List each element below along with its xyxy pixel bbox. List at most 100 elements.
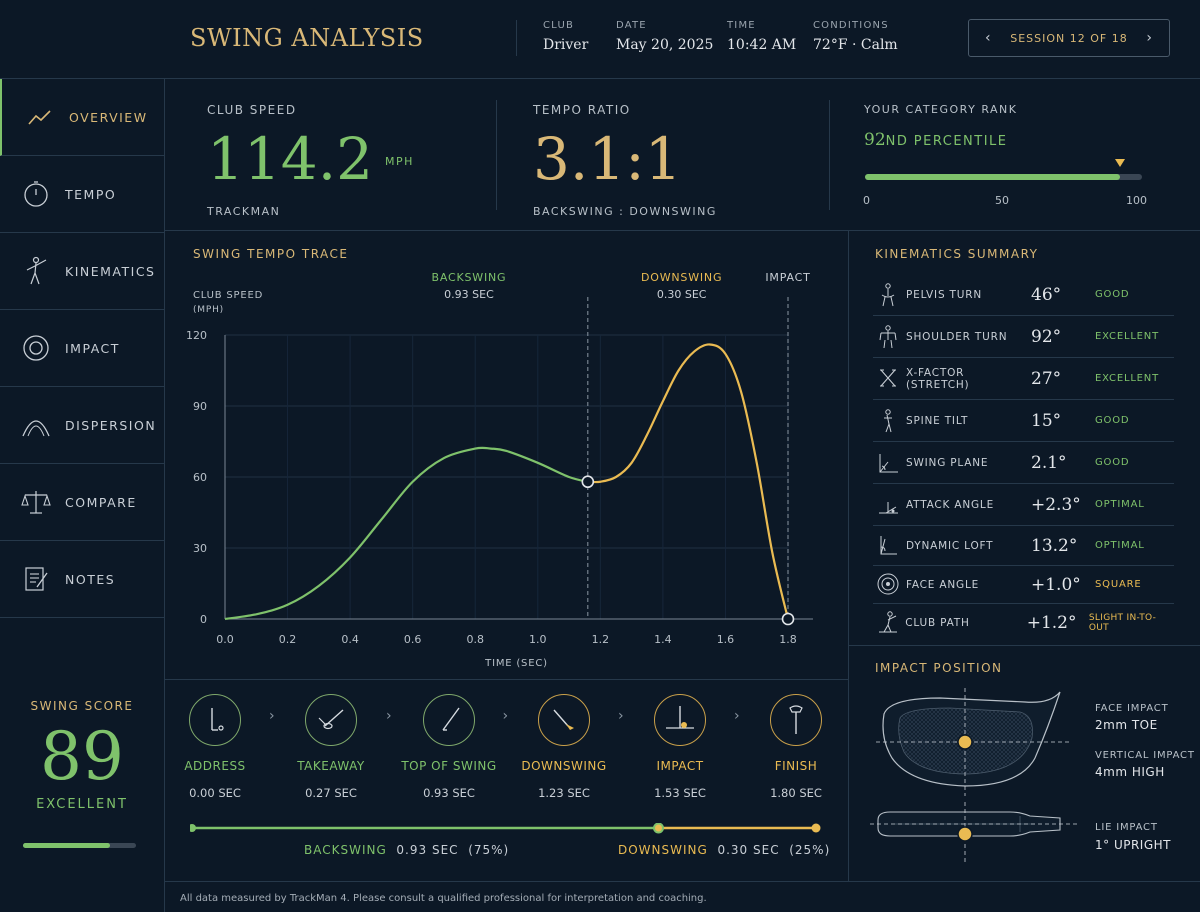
- phase-name: TAKEAWAY: [297, 759, 365, 773]
- lie-impact-label: LIE IMPACT: [1095, 822, 1158, 833]
- kinematics-grade: SLIGHT IN-TO-OUT: [1088, 613, 1157, 633]
- metric-divider-2: [829, 100, 830, 210]
- swing-score-bar: [23, 843, 136, 848]
- phase-finish[interactable]: FINISH 1.80 SEC: [746, 694, 846, 800]
- sidebar-item-label: IMPACT: [65, 340, 120, 356]
- x-tick-label: 0.8: [466, 633, 484, 646]
- series-line-backswing: [224, 446, 589, 621]
- metric-divider-1: [496, 100, 497, 210]
- club-speed-unit: MPH: [385, 155, 414, 168]
- sidebar-item-overview[interactable]: OVERVIEW: [0, 79, 164, 156]
- club-label: CLUB: [543, 20, 575, 31]
- kinematics-value: +2.3°: [1031, 494, 1081, 515]
- kinematics-grade: OPTIMAL: [1095, 540, 1145, 551]
- rank-ordinal: ND: [885, 134, 909, 149]
- club-downswing-icon: [538, 694, 590, 746]
- club-speed-source: TRACKMAN: [207, 205, 281, 218]
- vertical-impact-label: VERTICAL IMPACT: [1095, 750, 1195, 761]
- sidebar-item-label: KINEMATICS: [65, 263, 156, 279]
- rank-value: 92ND PERCENTILE: [864, 130, 1018, 150]
- swing-score-value: 89: [40, 718, 124, 795]
- sidebar-item-notes[interactable]: NOTES: [0, 541, 164, 618]
- chevron-left-icon[interactable]: ‹: [985, 30, 992, 46]
- sidebar-item-impact[interactable]: IMPACT: [0, 310, 164, 387]
- rank-bar-fill: [865, 174, 1120, 180]
- kinematics-label: PELVIS TURN: [906, 288, 982, 301]
- time-label: TIME: [727, 20, 756, 31]
- chart-marker: [581, 475, 595, 489]
- conditions-value: 72°F · Calm: [813, 37, 898, 53]
- kinematics-grade: GOOD: [1095, 289, 1130, 300]
- y-axis-unit: (MPH): [193, 305, 224, 315]
- phase-name: DOWNSWING: [521, 759, 607, 773]
- y-tick-label: 60: [193, 471, 207, 484]
- kinematics-row: SPINE TILT 15° GOOD: [873, 400, 1174, 442]
- impact-divider: [848, 645, 1200, 646]
- kinematics-value: +1.0°: [1031, 574, 1081, 595]
- phase-address[interactable]: ADDRESS 0.00 SEC: [165, 694, 265, 800]
- sidebar-item-kinematics[interactable]: KINEMATICS: [0, 233, 164, 310]
- swing-plane-icon: [875, 450, 901, 476]
- phase-time: 0.93 SEC: [423, 786, 475, 800]
- phase-impact[interactable]: IMPACT 1.53 SEC: [630, 694, 730, 800]
- rank-bar: [865, 174, 1142, 180]
- x-tick-label: 0.0: [216, 633, 234, 646]
- x-tick-label: 1.8: [779, 633, 797, 646]
- phase-name: ADDRESS: [184, 759, 246, 773]
- annotation-label: DOWNSWING: [641, 271, 722, 284]
- rank-number: 92: [864, 130, 886, 150]
- sidebar-item-compare[interactable]: COMPARE: [0, 464, 164, 541]
- swing-score-label: SWING SCORE: [30, 699, 134, 713]
- lie-impact-value: 1° UPRIGHT: [1095, 838, 1171, 852]
- kinematics-grade: GOOD: [1095, 415, 1130, 426]
- kinematics-label: SHOULDER TURN: [906, 330, 1008, 343]
- swing-score-bar-fill: [23, 843, 110, 848]
- annotation-label: BACKSWING: [432, 271, 507, 284]
- kinematics-row: SHOULDER TURN 92° EXCELLENT: [873, 316, 1174, 358]
- chevron-right-icon[interactable]: ›: [1146, 30, 1153, 46]
- chart-divider: [165, 679, 848, 680]
- split-bar: [190, 823, 821, 834]
- phase-top-of-swing[interactable]: TOP OF SWING 0.93 SEC: [399, 694, 499, 800]
- x-tick-label: 0.2: [279, 633, 297, 646]
- kinematics-grade: EXCELLENT: [1095, 373, 1159, 384]
- swing-score: SWING SCORE 89 EXCELLENT: [0, 699, 164, 812]
- spine-icon: [875, 408, 901, 434]
- chevron-right-icon: ›: [618, 708, 624, 724]
- club-speed-metric: CLUB SPEED 114.2 MPH TRACKMAN: [207, 103, 414, 218]
- split-mid-dot: [653, 823, 664, 834]
- kinematics-value: 46°: [1031, 284, 1062, 305]
- backswing-split-name: BACKSWING: [304, 843, 387, 857]
- kinematics-value: 92°: [1031, 326, 1062, 347]
- rank-marker-icon: [1114, 159, 1125, 167]
- rank-tick-0: 0: [863, 194, 870, 207]
- time-meta: TIME 10:42 AM: [727, 20, 796, 53]
- club-face-diagram: [870, 688, 1080, 864]
- sidebar-item-tempo[interactable]: TEMPO: [0, 156, 164, 233]
- annotation-sub: 0.30 SEC: [657, 288, 707, 301]
- chart-marker: [781, 612, 795, 626]
- kinematics-row: ATTACK ANGLE +2.3° OPTIMAL: [873, 484, 1174, 526]
- phase-takeaway[interactable]: TAKEAWAY 0.27 SEC: [281, 694, 381, 800]
- kinematics-label: FACE ANGLE: [906, 578, 980, 591]
- kinematics-row: FACE ANGLE +1.0° SQUARE: [873, 566, 1174, 604]
- tempo-ratio-value: 3.1:1: [533, 125, 682, 193]
- phase-time: 1.80 SEC: [770, 786, 822, 800]
- impact-title: IMPACT POSITION: [875, 661, 1003, 675]
- backswing-split-label: BACKSWING 0.93 SEC (75%): [304, 843, 509, 857]
- sidebar-item-label: DISPERSION: [65, 417, 157, 433]
- x-tick-label: 0.4: [341, 633, 359, 646]
- downswing-split-name: DOWNSWING: [618, 843, 708, 857]
- kinematics-label: ATTACK ANGLE: [906, 498, 995, 511]
- phase-downswing[interactable]: DOWNSWING 1.23 SEC: [514, 694, 614, 800]
- metrics-divider: [165, 230, 1200, 231]
- split-start-dot: [190, 824, 196, 832]
- kinematics-row: CLUB PATH +1.2° SLIGHT IN-TO-OUT: [873, 604, 1174, 642]
- stopwatch-icon: [20, 178, 52, 210]
- club-speed-value: 114.2: [207, 125, 374, 193]
- golfer-icon: [20, 255, 52, 287]
- sidebar-item-dispersion[interactable]: DISPERSION: [0, 387, 164, 464]
- y-tick-label: 30: [193, 542, 207, 555]
- kinematics-grade: OPTIMAL: [1095, 499, 1145, 510]
- kinematics-grade: GOOD: [1095, 457, 1130, 468]
